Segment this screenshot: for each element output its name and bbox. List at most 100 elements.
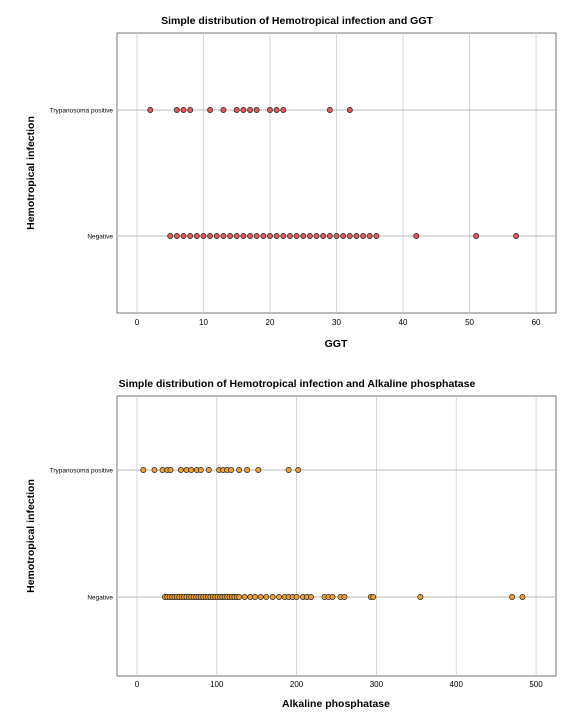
data-point (286, 233, 293, 239)
category-labels: Trypanosoma positive Negative (50, 108, 114, 241)
data-point (313, 233, 320, 239)
x-axis-label: Alkaline phosphatase (282, 698, 390, 710)
data-points (140, 467, 526, 600)
data-point (267, 233, 273, 239)
data-point (366, 233, 373, 239)
chart-ggt: Simple distribution of Hemotropical infe… (0, 0, 575, 355)
data-point (308, 594, 314, 600)
data-point (326, 233, 333, 239)
x-tick-label: 40 (399, 318, 408, 327)
data-point (341, 594, 348, 600)
x-tick-label: 10 (199, 318, 208, 327)
data-point (333, 233, 340, 239)
x-tick-label: 0 (135, 680, 140, 689)
y-axis-label: Hemotropical infection (25, 116, 37, 230)
data-point (293, 594, 300, 600)
data-point (326, 107, 333, 113)
category-label: Negative (87, 234, 113, 241)
data-point (370, 594, 377, 600)
data-point (193, 233, 200, 239)
data-point (240, 233, 247, 239)
data-point (373, 233, 380, 239)
data-point (220, 233, 227, 239)
data-point (247, 107, 253, 113)
data-point (267, 107, 273, 113)
data-point (241, 594, 248, 600)
data-point (329, 594, 336, 600)
data-point (320, 233, 327, 239)
data-point (140, 467, 147, 473)
data-point (293, 233, 300, 239)
x-tick-labels: 0 10 20 30 40 50 60 (135, 318, 541, 327)
data-point (187, 107, 194, 113)
data-point (276, 594, 282, 600)
x-tick-label: 20 (266, 318, 275, 327)
data-point (519, 594, 526, 600)
data-points (147, 107, 520, 239)
data-point (236, 467, 243, 473)
x-axis-label: GGT (325, 338, 348, 350)
data-point (417, 594, 424, 600)
data-point (240, 107, 247, 113)
chart-alkaline-phosphatase: Simple distribution of Hemotropical infe… (0, 357, 575, 714)
chart-title: Simple distribution of Hemotropical infe… (161, 15, 433, 27)
data-point (183, 467, 190, 473)
data-point (173, 107, 180, 113)
data-point (188, 467, 195, 473)
data-point (340, 233, 347, 239)
data-point (509, 594, 516, 600)
data-point (205, 467, 212, 473)
data-point (273, 107, 280, 113)
data-point (151, 467, 158, 473)
data-point (306, 233, 313, 239)
data-point (280, 107, 287, 113)
data-point (177, 467, 184, 473)
x-tick-label: 300 (370, 680, 384, 689)
data-point (233, 107, 240, 113)
data-point (220, 107, 227, 113)
x-tick-label: 50 (465, 318, 474, 327)
chart-alp-svg: Simple distribution of Hemotropical infe… (25, 378, 557, 710)
data-point (263, 594, 270, 600)
data-point (473, 233, 480, 239)
data-point (207, 107, 214, 113)
data-point (180, 107, 187, 113)
data-point (167, 233, 174, 239)
data-point (233, 233, 240, 239)
data-point (269, 594, 276, 600)
data-point (207, 233, 214, 239)
data-point (273, 233, 280, 239)
data-point (295, 467, 302, 473)
data-point (228, 467, 235, 473)
data-point (159, 467, 166, 473)
data-point (173, 233, 180, 239)
category-label: Trypanosoma positive (50, 108, 114, 115)
data-point (260, 233, 267, 239)
data-point (353, 233, 360, 239)
data-point (346, 107, 353, 113)
chart-title: Simple distribution of Hemotropical infe… (119, 378, 476, 390)
x-tick-label: 60 (532, 318, 541, 327)
data-point (236, 594, 243, 600)
x-tick-label: 0 (135, 318, 140, 327)
data-point (244, 467, 251, 473)
x-tick-label: 500 (529, 680, 543, 689)
data-point (346, 233, 353, 239)
category-label: Negative (87, 595, 113, 602)
data-point (513, 233, 520, 239)
data-point (280, 233, 287, 239)
data-point (147, 107, 154, 113)
data-point (255, 467, 262, 473)
x-tick-labels: 0 100 200 300 400 500 (135, 680, 544, 689)
x-tick-label: 100 (210, 680, 224, 689)
data-point (167, 467, 174, 473)
data-point (257, 594, 264, 600)
chart-ggt-svg: Simple distribution of Hemotropical infe… (25, 15, 557, 350)
data-point (253, 107, 260, 113)
x-tick-label: 30 (332, 318, 341, 327)
data-point (300, 233, 307, 239)
grid (136, 396, 537, 676)
category-labels: Trypanosoma positive Negative (50, 468, 114, 602)
data-point (413, 233, 420, 239)
x-tick-label: 400 (450, 680, 464, 689)
